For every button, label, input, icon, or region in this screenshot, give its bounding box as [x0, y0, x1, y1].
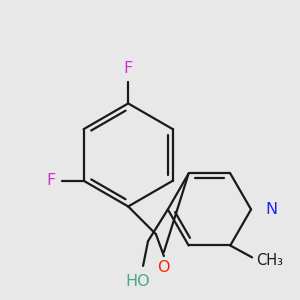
Text: HO: HO	[126, 274, 150, 289]
Text: N: N	[265, 202, 277, 217]
Text: F: F	[46, 173, 56, 188]
Text: F: F	[124, 61, 133, 76]
Text: CH₃: CH₃	[256, 253, 283, 268]
Text: O: O	[158, 260, 170, 275]
